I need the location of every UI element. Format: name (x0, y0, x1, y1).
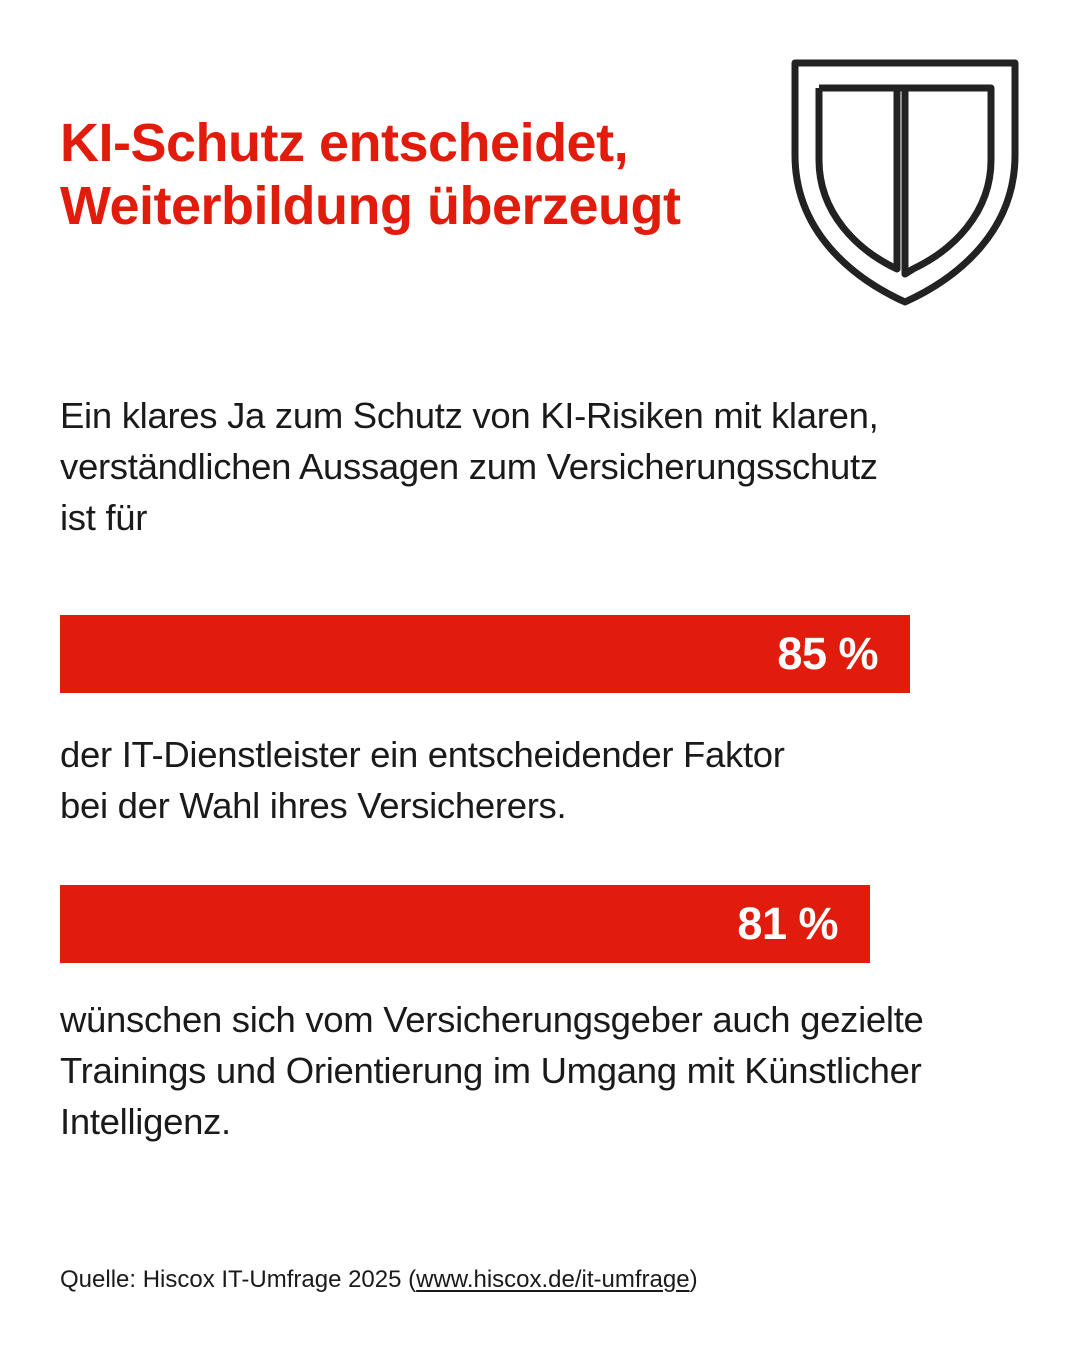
description-line: bei der Wahl ihres Versicherers. (60, 785, 567, 826)
description-line: Trainings und Orientierung im Umgang mit… (60, 1050, 922, 1091)
bar-value-label: 85 % (777, 628, 878, 679)
intro-line: verständlichen Aussagen zum Versicherung… (60, 446, 878, 487)
description-line: Intelligenz. (60, 1101, 231, 1142)
description-line: der IT-Dienstleister ein entscheidender … (60, 734, 785, 775)
bar-value-label: 81 % (737, 898, 838, 949)
intro-line: ist für (60, 497, 148, 538)
bar-1-description: der IT-Dienstleister ein entscheidender … (60, 729, 1040, 831)
bar-81-percent: 81 % (60, 885, 870, 963)
page-title: KI-Schutz entscheidet, Weiterbildung übe… (60, 112, 760, 238)
title-line-1: KI-Schutz entscheidet, (60, 113, 629, 173)
source-link[interactable]: www.hiscox.de/it-umfrage (416, 1266, 690, 1293)
intro-line: Ein klares Ja zum Schutz von KI-Risiken … (60, 395, 879, 436)
shield-icon (791, 59, 1019, 306)
source-note: Quelle: Hiscox IT-Umfrage 2025 (www.hisc… (60, 1264, 698, 1296)
title-line-2: Weiterbildung überzeugt (60, 176, 681, 236)
bar-2-description: wünschen sich vom Versicherungsgeber auc… (60, 994, 1040, 1147)
description-line: wünschen sich vom Versicherungsgeber auc… (60, 999, 924, 1040)
intro-text: Ein klares Ja zum Schutz von KI-Risiken … (60, 390, 1020, 543)
source-prefix: Quelle: Hiscox IT-Umfrage 2025 ( (60, 1266, 417, 1293)
bar-85-percent: 85 % (60, 615, 910, 693)
source-suffix: ) (689, 1266, 698, 1293)
